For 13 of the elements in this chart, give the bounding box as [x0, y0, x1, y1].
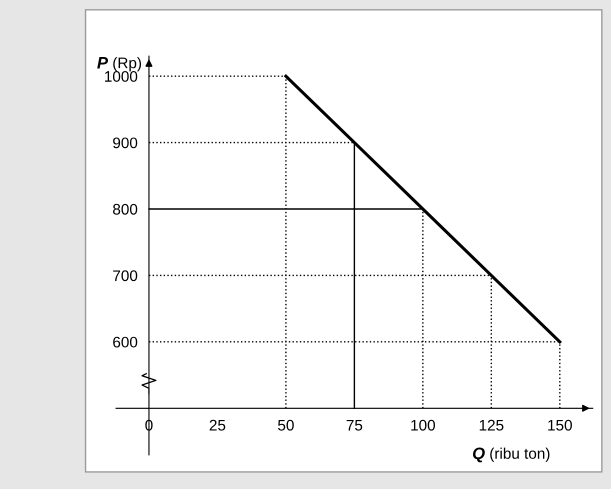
x-tick-label: 100 — [411, 420, 436, 431]
x-axis-title: Q (ribu ton) — [472, 447, 550, 462]
y-axis-title: P (Rp) — [97, 57, 142, 72]
x-tick-label: 75 — [346, 420, 362, 431]
y-tick-label: 1000 — [105, 71, 138, 82]
y-tick-label: 600 — [113, 336, 138, 348]
x-tick-label: 50 — [278, 420, 294, 431]
y-tick-label: 700 — [113, 270, 138, 282]
y-tick-label: 800 — [113, 204, 138, 215]
x-tick-label: 25 — [210, 420, 226, 431]
y-tick-label: 900 — [113, 137, 138, 148]
x-tick-label: 150 — [548, 420, 572, 431]
x-tick-label: 125 — [480, 420, 504, 431]
